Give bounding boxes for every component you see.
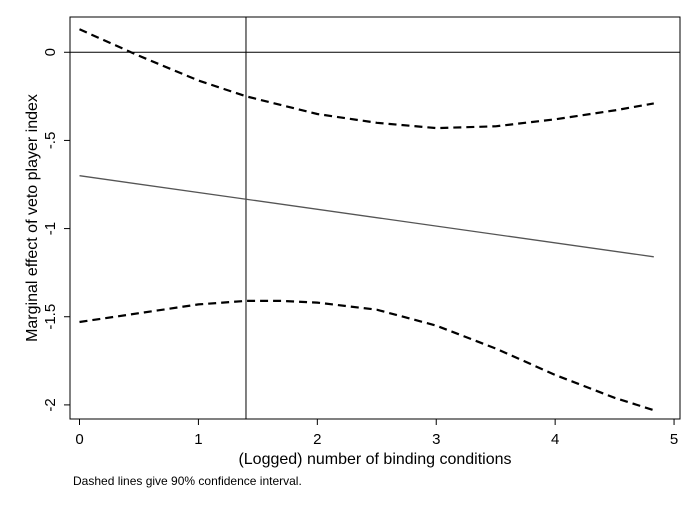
x-tick-label: 2	[313, 431, 321, 448]
series-upper-bound-line	[79, 28, 654, 130]
series-estimate-line	[79, 175, 654, 258]
x-tick-label: 5	[670, 431, 678, 448]
plot-frame	[69, 16, 681, 420]
y-tick-label: -1	[42, 222, 59, 235]
x-tick-label: 3	[432, 431, 440, 448]
x-tick-label: 1	[194, 431, 202, 448]
x-axis-title: (Logged) number of binding conditions	[238, 451, 511, 468]
series-lower-bound-line	[79, 299, 655, 412]
y-tick-label: -2	[42, 398, 59, 411]
x-tick-label: 4	[551, 431, 559, 448]
y-tick-label: -1.5	[42, 304, 59, 330]
chart-note: Dashed lines give 90% confidence interva…	[73, 474, 302, 488]
y-axis-title: Marginal effect of veto player index	[24, 94, 41, 342]
x-tick-label: 0	[75, 431, 83, 448]
y-tick-label: 0	[42, 48, 59, 56]
y-tick-label: -.5	[42, 132, 59, 150]
